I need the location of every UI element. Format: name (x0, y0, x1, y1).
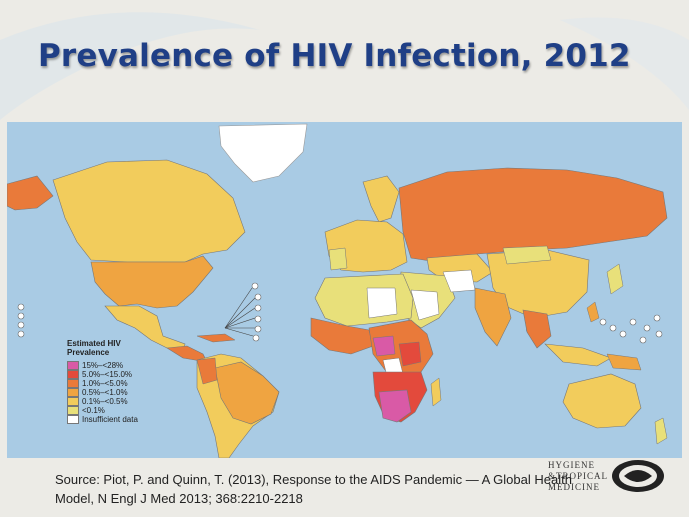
logo-line-3: MEDICINE (548, 482, 600, 492)
legend-label: 15%–<28% (82, 361, 124, 370)
south-africa (378, 389, 412, 423)
legend-label: 0.5%–<1.0% (82, 388, 128, 397)
brazil (214, 361, 280, 425)
legend-item: 0.1%–<0.5% (67, 397, 197, 406)
legend-item: 0.5%–<1.0% (67, 388, 197, 397)
source-line-2: Model, N Engl J Med 2013; 368:2210-2218 (55, 491, 303, 506)
legend-label: Insufficient data (82, 415, 138, 424)
logo-line-2: &TROPICAL (548, 471, 609, 481)
source-line-1: Source: Piot, P. and Quinn, T. (2013), R… (55, 472, 572, 487)
legend-swatch (67, 361, 79, 370)
legend-swatch (67, 388, 79, 397)
legend-swatch (67, 397, 79, 406)
alaska (7, 175, 54, 211)
legend-swatch (67, 370, 79, 379)
north-africa (314, 273, 414, 327)
legend-item: Insufficient data (67, 415, 197, 424)
legend-title-line2: Prevalence (67, 348, 110, 357)
logo-emblem-icon (612, 460, 664, 492)
scandinavia (362, 175, 400, 223)
legend-item: <0.1% (67, 406, 197, 415)
institution-logo: HYGIENE &TROPICAL MEDICINE (548, 458, 668, 498)
legend-swatch (67, 379, 79, 388)
world-map: Estimated HIV Prevalence 15%–<28% 5.0%–<… (7, 122, 682, 458)
legend-label: 5.0%–<15.0% (82, 370, 133, 379)
logo-line-1: HYGIENE (548, 460, 595, 470)
source-citation: Source: Piot, P. and Quinn, T. (2013), R… (55, 470, 595, 508)
legend-label: 0.1%–<0.5% (82, 397, 128, 406)
legend-swatch (67, 415, 79, 424)
india (474, 287, 512, 347)
west-africa (310, 317, 374, 355)
slide-title: Prevalence of HIV Infection, 2012 (38, 38, 631, 74)
legend-title-line1: Estimated HIV (67, 339, 121, 348)
legend-label: <0.1% (82, 406, 105, 415)
legend-item: 5.0%–<15.0% (67, 370, 197, 379)
usa (90, 255, 214, 309)
map-legend: Estimated HIV Prevalence 15%–<28% 5.0%–<… (67, 339, 197, 424)
australia (562, 373, 642, 429)
legend-swatch (67, 406, 79, 415)
legend-label: 1.0%–<5.0% (82, 379, 128, 388)
greenland (218, 123, 308, 183)
legend-item: 1.0%–<5.0% (67, 379, 197, 388)
legend-item: 15%–<28% (67, 361, 197, 370)
canada (52, 159, 246, 263)
russia (398, 167, 668, 263)
